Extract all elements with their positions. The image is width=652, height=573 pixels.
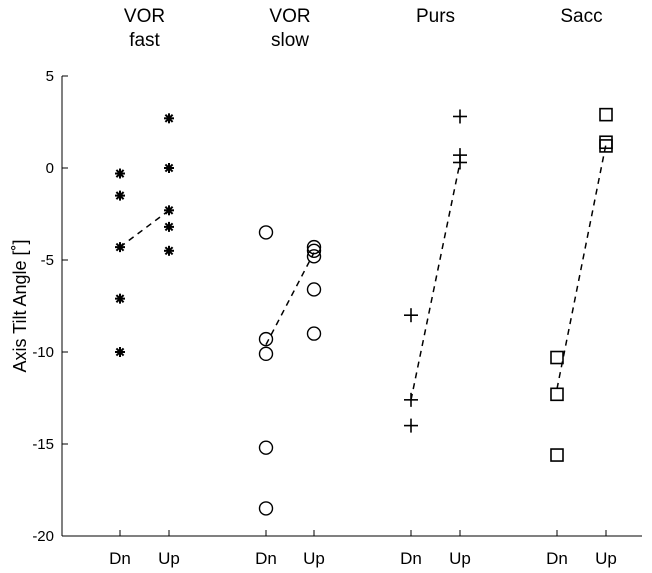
group-title-line: VOR	[124, 6, 165, 27]
circle-marker	[258, 346, 274, 362]
group-title-line: Sacc	[560, 6, 602, 27]
asterisk-stroke	[164, 222, 174, 232]
plus-marker	[453, 155, 467, 170]
y-tick-label: 0	[46, 160, 54, 177]
y-tick-label: -10	[32, 344, 54, 361]
circle-marker	[306, 326, 322, 341]
circle-marker	[258, 501, 274, 516]
square-marker	[599, 139, 613, 153]
asterisk-stroke	[115, 169, 125, 178]
group-title-line: fast	[129, 30, 160, 51]
x-tick-label: Up	[158, 549, 180, 568]
circle-marker	[306, 243, 322, 259]
y-tick-label: -15	[32, 436, 54, 453]
asterisk-stroke	[115, 294, 125, 303]
asterisk-stroke	[115, 347, 125, 357]
circle-marker	[258, 331, 274, 347]
circle-marker	[258, 440, 274, 455]
group-title-line: VOR	[269, 6, 310, 27]
group-title-line: Purs	[416, 6, 455, 27]
asterisk-stroke	[115, 242, 125, 252]
asterisk-marker	[115, 242, 125, 253]
asterisk-marker	[164, 163, 174, 173]
x-tick-label: Up	[595, 549, 617, 568]
asterisk-stroke	[164, 246, 174, 256]
mean-dashed-line	[265, 252, 315, 345]
plus-marker	[453, 109, 467, 124]
mean-lines	[119, 143, 607, 400]
plus-marker	[404, 308, 418, 323]
plus-marker	[404, 392, 418, 407]
x-tick-label: Up	[449, 549, 471, 568]
asterisk-marker	[164, 221, 174, 232]
asterisk-marker	[164, 113, 174, 124]
square-marker	[550, 387, 564, 402]
asterisk-marker	[115, 347, 125, 357]
y-tick-label: 5	[46, 68, 54, 85]
mean-dashed-line	[410, 162, 461, 400]
square-marker	[550, 448, 564, 462]
markers	[115, 107, 613, 516]
x-ticks: Dn Up Dn Up Dn Up Dn Up	[109, 530, 617, 568]
asterisk-stroke	[164, 114, 174, 123]
x-tick-label: Dn	[255, 549, 277, 568]
asterisk-stroke	[164, 206, 174, 215]
plus-marker	[404, 418, 418, 433]
y-tick-label: -5	[41, 252, 54, 269]
circle-marker	[306, 249, 322, 264]
circle-marker	[258, 225, 274, 240]
circle-marker	[306, 239, 322, 255]
square-marker	[599, 107, 613, 122]
y-tick-label: -20	[32, 528, 54, 545]
asterisk-marker	[164, 245, 174, 256]
square-marker	[550, 350, 564, 365]
asterisk-marker	[115, 168, 125, 179]
circle-marker	[306, 282, 322, 297]
y-ticks: 5 0 -5 -10 -15 -20	[32, 68, 68, 545]
asterisk-stroke	[115, 191, 125, 200]
asterisk-stroke	[164, 163, 174, 173]
x-tick-label: Dn	[400, 549, 422, 568]
asterisk-marker	[115, 293, 125, 304]
y-axis-title: Axis Tilt Angle [˚]	[10, 239, 30, 372]
mean-dashed-line	[119, 209, 170, 248]
asterisk-marker	[164, 205, 174, 216]
group-titles: VOR fast VOR slow Purs Sacc	[124, 6, 603, 51]
x-tick-label: Dn	[109, 549, 131, 568]
group-title-line: slow	[271, 30, 309, 51]
axes	[61, 76, 642, 537]
x-tick-label: Dn	[546, 549, 568, 568]
asterisk-marker	[115, 190, 125, 201]
x-tick-label: Up	[303, 549, 325, 568]
mean-dashed-line	[556, 143, 607, 389]
